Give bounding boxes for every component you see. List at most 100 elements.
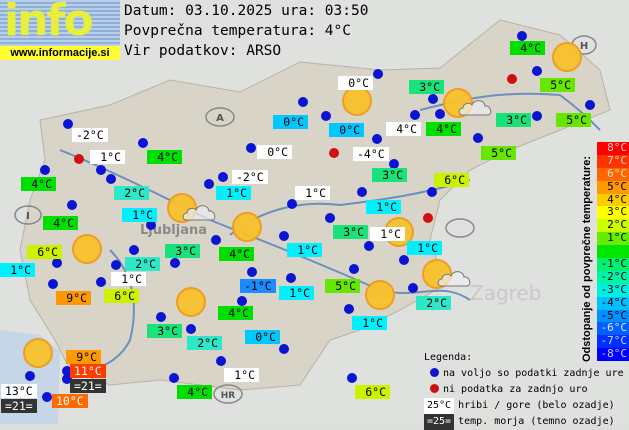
map-label-austria: A <box>216 113 224 124</box>
station-dot-missing[interactable] <box>507 74 517 84</box>
station-dot[interactable] <box>63 119 73 129</box>
station-dot[interactable] <box>517 31 527 41</box>
station-dot[interactable] <box>62 366 72 376</box>
station-dot[interactable] <box>129 245 139 255</box>
station-temperature: 3°C <box>165 244 200 258</box>
station-temperature: 5°C <box>556 113 591 127</box>
station-dot[interactable] <box>373 69 383 79</box>
station-temperature: 5°C <box>325 279 360 293</box>
station-dot[interactable] <box>96 277 106 287</box>
sun-icon <box>422 259 452 289</box>
legend-mountain: 25°C hribi / gore (belo ozadje) <box>424 398 624 414</box>
station-temperature: 1°C <box>279 286 314 300</box>
station-temperature: 1°C <box>366 200 401 214</box>
station-dot[interactable] <box>344 304 354 314</box>
scale-step: 5°C <box>597 180 629 194</box>
station-temperature: 9°C <box>66 350 101 364</box>
station-dot[interactable] <box>357 187 367 197</box>
station-dot[interactable] <box>532 66 542 76</box>
station-dot[interactable] <box>532 111 542 121</box>
station-dot[interactable] <box>156 312 166 322</box>
station-dot[interactable] <box>408 283 418 293</box>
station-dot[interactable] <box>216 356 226 366</box>
station-dot[interactable] <box>321 111 331 121</box>
station-temperature: 4°C <box>219 247 254 261</box>
logo[interactable]: info www.informacije.si <box>0 0 120 60</box>
station-dot[interactable] <box>25 371 35 381</box>
scale-step: 3°C <box>597 206 629 220</box>
station-dot[interactable] <box>48 279 58 289</box>
scale-step: 7°C <box>597 154 629 168</box>
legend-available-text: na voljo so podatki zadnje ure <box>443 368 624 379</box>
station-dot[interactable] <box>347 373 357 383</box>
scale-step: -4°C <box>597 296 629 310</box>
station-dot[interactable] <box>40 165 50 175</box>
legend-missing: ni podatka za zadnjo uro <box>424 382 624 398</box>
station-dot[interactable] <box>247 267 257 277</box>
station-dot[interactable] <box>204 179 214 189</box>
station-dot[interactable] <box>435 109 445 119</box>
station-dot[interactable] <box>279 344 289 354</box>
red-dot-icon <box>430 384 439 393</box>
station-dot[interactable] <box>287 199 297 209</box>
station-dot[interactable] <box>399 255 409 265</box>
station-dot[interactable] <box>246 143 256 153</box>
station-temperature: 9°C <box>56 291 91 305</box>
station-dot[interactable] <box>111 260 121 270</box>
sun-icon <box>232 212 262 242</box>
station-dot[interactable] <box>218 172 228 182</box>
station-dot[interactable] <box>138 138 148 148</box>
station-dot[interactable] <box>473 133 483 143</box>
station-dot[interactable] <box>62 374 72 384</box>
legend-sea-text: temp. morja (temno ozadje) <box>458 416 615 427</box>
station-dot[interactable] <box>52 258 62 268</box>
station-dot-missing[interactable] <box>423 213 433 223</box>
station-dot[interactable] <box>279 231 289 241</box>
station-dot[interactable] <box>372 134 382 144</box>
station-dot[interactable] <box>186 324 196 334</box>
scale-step: 8°C <box>597 141 629 155</box>
sea-sample: =25= <box>424 414 455 430</box>
sun-icon <box>365 280 395 310</box>
station-temperature: 3°C <box>147 324 182 338</box>
station-dot[interactable] <box>410 110 420 120</box>
station-temperature: -2°C <box>72 128 108 142</box>
station-dot[interactable] <box>211 235 221 245</box>
logo-word: info <box>4 0 94 46</box>
station-temperature: 4°C <box>426 122 461 136</box>
station-dot[interactable] <box>427 187 437 197</box>
scale-step: 1°C <box>597 231 629 246</box>
legend-title: Legenda: <box>424 352 473 363</box>
station-temperature: 3°C <box>496 113 531 127</box>
station-dot[interactable] <box>96 165 106 175</box>
station-dot[interactable] <box>364 241 374 251</box>
station-temperature: 6°C <box>355 385 390 399</box>
scale-step <box>597 245 629 259</box>
station-dot-missing[interactable] <box>329 148 339 158</box>
station-temperature: 5°C <box>481 146 516 160</box>
scale-step: -8°C <box>597 347 629 362</box>
sun-icon <box>23 338 53 368</box>
station-dot-missing[interactable] <box>74 154 84 164</box>
station-temperature: 0°C <box>338 76 373 90</box>
station-dot[interactable] <box>325 213 335 223</box>
station-dot[interactable] <box>169 373 179 383</box>
legend: Legenda: na voljo so podatki zadnje ure … <box>424 350 624 430</box>
station-temperature: 0°C <box>257 145 292 159</box>
station-dot[interactable] <box>106 174 116 184</box>
station-dot[interactable] <box>67 200 77 210</box>
station-temperature: -2°C <box>232 170 268 184</box>
station-dot[interactable] <box>389 159 399 169</box>
station-dot[interactable] <box>170 258 180 268</box>
station-dot[interactable] <box>349 264 359 274</box>
station-temperature: -4°C <box>353 147 389 161</box>
logo-url[interactable]: www.informacije.si <box>0 46 120 60</box>
station-dot[interactable] <box>585 100 595 110</box>
station-dot[interactable] <box>298 97 308 107</box>
station-dot[interactable] <box>146 220 156 230</box>
station-temperature: 1°C <box>90 150 125 164</box>
station-dot[interactable] <box>286 273 296 283</box>
station-dot[interactable] <box>42 392 52 402</box>
station-dot[interactable] <box>237 296 247 306</box>
station-dot[interactable] <box>428 94 438 104</box>
